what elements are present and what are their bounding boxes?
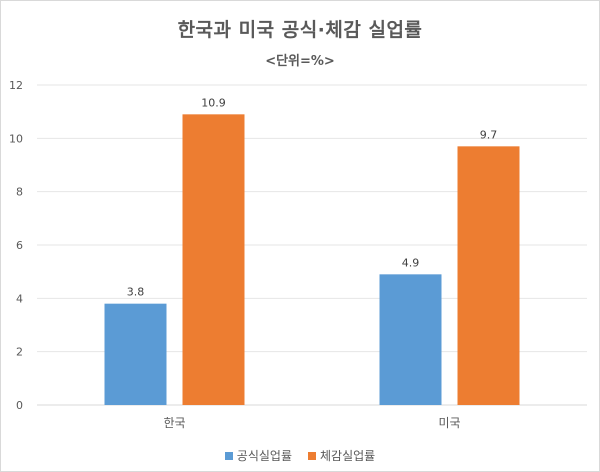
y-tick-label: 4 bbox=[16, 292, 23, 305]
bar bbox=[379, 274, 442, 405]
legend-label-perceived: 체감실업률 bbox=[320, 449, 376, 463]
data-label: 9.7 bbox=[480, 128, 498, 141]
y-tick-label: 8 bbox=[16, 186, 23, 199]
y-tick-label: 12 bbox=[9, 79, 23, 92]
bar bbox=[182, 114, 245, 405]
x-tick-label: 한국 bbox=[163, 416, 185, 430]
data-label-layer: 3.8 10.9 4.9 9.7 bbox=[127, 96, 498, 298]
data-label: 3.8 bbox=[127, 286, 145, 299]
legend: 공식실업률 체감실업률 bbox=[1, 447, 599, 464]
x-tick-label: 미국 bbox=[438, 416, 460, 430]
y-axis-ticks: 0 2 4 6 8 10 12 bbox=[9, 79, 23, 412]
y-tick-label: 0 bbox=[16, 399, 23, 412]
bar bbox=[104, 303, 167, 405]
data-label: 10.9 bbox=[201, 96, 226, 109]
y-tick-label: 10 bbox=[9, 132, 23, 145]
bar bbox=[457, 146, 520, 406]
legend-item-perceived: 체감실업률 bbox=[308, 447, 375, 464]
x-axis-ticks: 한국 미국 bbox=[163, 416, 460, 430]
y-tick-label: 6 bbox=[16, 239, 23, 252]
chart-subtitle: <단위=%> bbox=[265, 54, 335, 69]
legend-item-official: 공식실업률 bbox=[224, 447, 292, 464]
chart-title: 한국과 미국 공식·체감 실업률 bbox=[177, 19, 423, 41]
bar-layer bbox=[104, 114, 520, 406]
legend-label-official: 공식실업률 bbox=[236, 449, 292, 463]
y-tick-label: 2 bbox=[16, 346, 23, 359]
data-label: 4.9 bbox=[402, 256, 420, 269]
legend-swatch-official bbox=[224, 451, 233, 460]
legend-swatch-perceived bbox=[308, 451, 316, 460]
